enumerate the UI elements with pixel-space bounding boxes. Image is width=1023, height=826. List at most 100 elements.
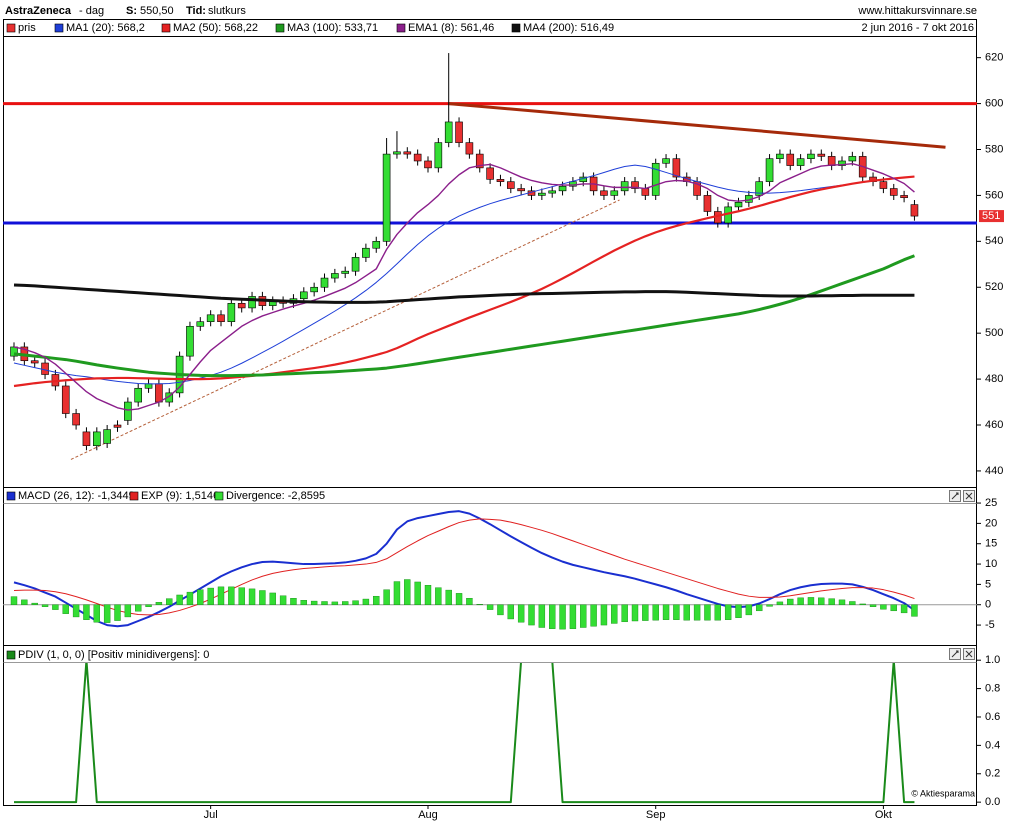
divergence-bar	[673, 604, 680, 620]
divergence-bar	[259, 590, 266, 605]
divergence-bar	[52, 604, 59, 610]
divergence-bar	[103, 604, 111, 623]
divergence-bar	[611, 604, 618, 624]
y-tick-label: 20	[985, 517, 997, 529]
divergence-bar	[900, 604, 908, 614]
y-tick-label: 10	[985, 558, 997, 570]
divergence-bar	[207, 587, 214, 605]
divergence-bar	[393, 581, 401, 605]
divergence-bar	[859, 603, 866, 605]
divergence-bar	[683, 604, 690, 621]
divergence-bar	[310, 600, 318, 605]
candle-body	[538, 192, 546, 196]
candle-body	[113, 424, 122, 428]
divergence-bar	[528, 604, 535, 626]
trend-line	[70, 199, 620, 460]
candle-body	[475, 153, 484, 169]
divergence-bar	[197, 589, 204, 605]
series-line	[13, 283, 915, 304]
divergence-bar	[31, 602, 38, 605]
price-label: S:	[126, 5, 137, 17]
series-line	[13, 175, 915, 388]
candle-body	[651, 162, 660, 196]
legend-swatch	[161, 23, 171, 33]
divergence-bar	[549, 604, 556, 629]
x-tick-label: Sep	[646, 809, 666, 821]
plot-area	[3, 510, 977, 630]
candle-body	[362, 247, 370, 258]
legend-label: EMA1 (8): 561,46	[408, 22, 494, 34]
y-tick-label: 0	[985, 599, 991, 611]
candle-body	[248, 296, 256, 309]
candle-body	[134, 387, 142, 403]
candle-body	[879, 181, 888, 189]
legend-swatch	[6, 650, 16, 660]
divergence-bar	[166, 598, 173, 605]
y-tick-label: 540	[985, 235, 1003, 247]
divergence-bar	[331, 601, 339, 605]
divergence-bar	[279, 595, 287, 605]
divergence-bar	[580, 604, 587, 628]
divergence-bar	[476, 604, 483, 606]
divergence-bar	[693, 604, 701, 621]
divergence-bar	[807, 597, 815, 605]
candle-body	[382, 153, 391, 242]
candle-body	[434, 142, 443, 169]
divergence-bar	[838, 599, 846, 605]
divergence-bar	[352, 600, 359, 605]
y-tick-label: 0.4	[985, 739, 1000, 751]
candle-body	[403, 151, 412, 155]
legend-label: MA4 (200): 516,49	[523, 22, 614, 34]
legend-swatch	[6, 23, 16, 33]
candle-body	[351, 257, 360, 272]
divergence-bar	[21, 599, 28, 605]
divergence-bar	[114, 604, 121, 621]
last-price-label: 551	[982, 210, 1000, 222]
divergence-bar	[238, 587, 245, 605]
y-tick-label: 600	[985, 97, 1003, 109]
candle-body	[496, 179, 505, 182]
candle-body	[455, 121, 463, 143]
divergence-bar	[424, 585, 432, 605]
divergence-bar	[486, 604, 494, 610]
legend-label: MA2 (50): 568,22	[173, 22, 258, 34]
close-icon	[965, 650, 973, 658]
divergence-bar	[186, 591, 194, 605]
legend-label: pris	[18, 22, 36, 34]
source: www.hittakursvinnare.se	[857, 5, 977, 17]
legend-swatch	[396, 23, 406, 33]
divergence-bar	[414, 581, 421, 605]
last-price-box	[979, 210, 1004, 223]
y-tick-label: 0.8	[985, 682, 1000, 694]
plot-area	[14, 663, 915, 804]
candle-body	[299, 291, 308, 300]
candle-body	[807, 153, 815, 159]
divergence-bar	[559, 604, 566, 630]
y-tick-label: 480	[985, 373, 1003, 385]
macd-pane	[3, 487, 977, 646]
candle-body	[776, 153, 784, 159]
candle-body	[548, 190, 557, 194]
candle-body	[517, 188, 525, 192]
series-line	[13, 510, 916, 628]
divergence-bar	[797, 597, 804, 605]
legend-label: Divergence: -2,8595	[226, 490, 325, 502]
candle-body	[237, 303, 246, 309]
divergence-bar	[849, 601, 856, 605]
divergence-bar	[383, 589, 390, 605]
divergence-bar	[466, 598, 473, 605]
legend-swatch	[275, 23, 285, 33]
divergence-bar	[714, 604, 721, 621]
divergence-bar	[83, 604, 90, 620]
legend-label: MACD (26, 12): -1,3449	[18, 490, 135, 502]
x-tick-label: Okt	[875, 809, 892, 821]
candle-body	[206, 314, 215, 322]
candle-body	[600, 190, 608, 196]
candle-body	[734, 202, 743, 208]
legend-swatch	[511, 23, 521, 33]
divergence-bar	[404, 579, 411, 605]
legend-swatch	[214, 491, 224, 501]
y-tick-label: 0.6	[985, 711, 1000, 723]
divergence-bar	[455, 593, 463, 605]
candle-body	[61, 385, 70, 414]
